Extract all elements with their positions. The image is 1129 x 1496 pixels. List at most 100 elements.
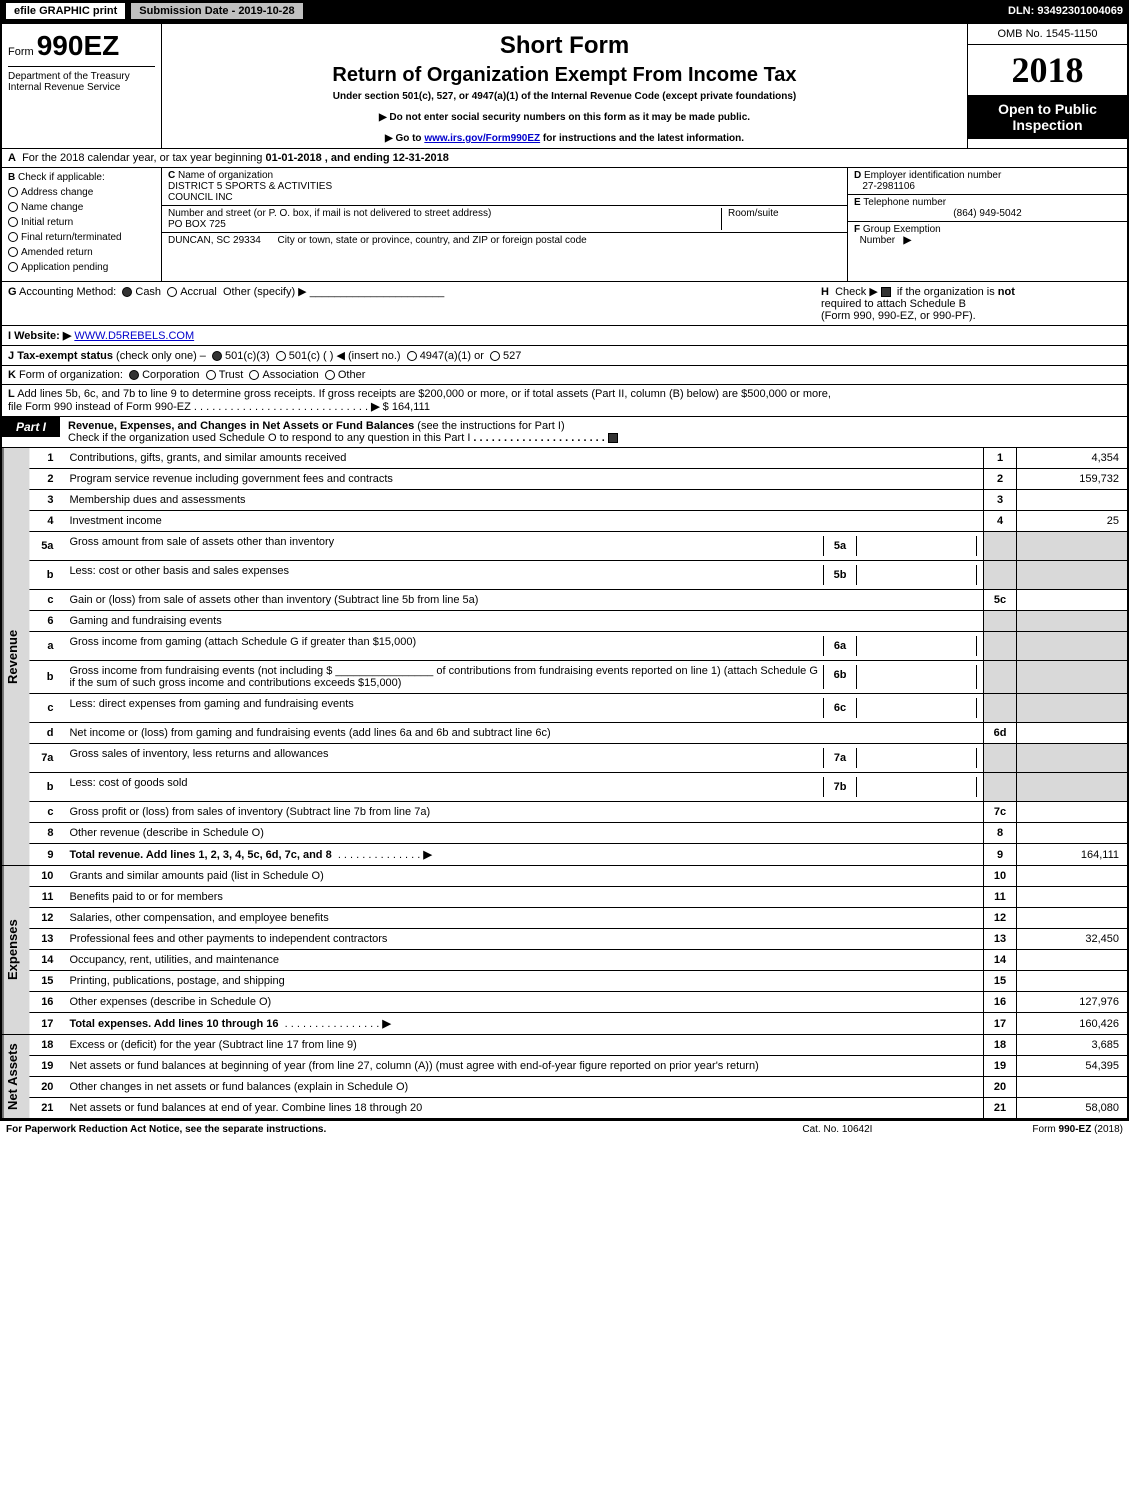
radio-cash[interactable] — [122, 287, 132, 297]
expenses-table: 10Grants and similar amounts paid (list … — [29, 866, 1127, 1034]
line-12: 12Salaries, other compensation, and empl… — [29, 907, 1127, 928]
chk-part1-schedule-o[interactable] — [608, 433, 618, 443]
part1-label: Part I — [2, 417, 60, 437]
g-label: Accounting Method: — [19, 286, 116, 298]
radio-trust[interactable] — [206, 370, 216, 380]
header-left: Form 990EZ Department of the Treasury In… — [2, 24, 162, 148]
line-5c: cGain or (loss) from sale of assets othe… — [29, 589, 1127, 610]
val-10 — [1017, 866, 1127, 886]
form-number: 990EZ — [37, 30, 120, 61]
org-name-1: DISTRICT 5 SPORTS & ACTIVITIES — [168, 181, 332, 192]
val-5c — [1017, 589, 1127, 610]
val-6d — [1017, 722, 1127, 743]
efile-print-label[interactable]: efile GRAPHIC print — [6, 3, 125, 19]
radio-assoc[interactable] — [249, 370, 259, 380]
e-label: Telephone number — [863, 197, 946, 208]
omb-label: OMB No. 1545-1150 — [968, 24, 1127, 45]
radio-501c3[interactable] — [212, 351, 222, 361]
chk-name-change[interactable]: Name change — [8, 202, 155, 213]
footer-catno: Cat. No. 10642I — [802, 1124, 872, 1135]
val-6a — [857, 636, 977, 656]
irs-link[interactable]: www.irs.gov/Form990EZ — [424, 133, 540, 144]
side-netassets: Net Assets — [2, 1035, 29, 1118]
chk-amended-return[interactable]: Amended return — [8, 247, 155, 258]
val-19: 54,395 — [1017, 1055, 1127, 1076]
line-15: 15Printing, publications, postage, and s… — [29, 970, 1127, 991]
submission-date-label[interactable]: Submission Date - 2019-10-28 — [131, 3, 302, 19]
l-amount: $ 164,111 — [383, 401, 430, 413]
line-7c: cGross profit or (loss) from sales of in… — [29, 801, 1127, 822]
chk-h[interactable] — [881, 287, 891, 297]
h-text2: required to attach Schedule B — [821, 298, 966, 310]
val-6b — [857, 665, 977, 689]
b-label: Check if applicable: — [18, 172, 105, 183]
val-7a — [857, 748, 977, 768]
open-line1: Open to Public — [974, 101, 1121, 117]
val-5a — [857, 536, 977, 556]
radio-corp[interactable] — [129, 370, 139, 380]
revenue-table: 1Contributions, gifts, grants, and simil… — [29, 448, 1127, 865]
j-opt2: 501(c) ( ) ◀ (insert no.) — [289, 350, 401, 362]
info-row: B Check if applicable: Address change Na… — [2, 167, 1127, 281]
j-opt3: 4947(a)(1) or — [420, 350, 484, 362]
ein-value: 27-2981106 — [862, 181, 915, 192]
line-3: 3Membership dues and assessments3 — [29, 489, 1127, 510]
val-15 — [1017, 970, 1127, 991]
part1-checkline: Check if the organization used Schedule … — [68, 432, 470, 444]
g-cash: Cash — [135, 286, 161, 298]
open-to-public: Open to Public Inspection — [968, 95, 1127, 139]
val-7b — [857, 777, 977, 797]
line-13: 13Professional fees and other payments t… — [29, 928, 1127, 949]
val-3 — [1017, 489, 1127, 510]
l-text2: file Form 990 instead of Form 990-EZ — [8, 401, 191, 413]
f-label: Group Exemption — [863, 224, 941, 235]
line-a-mid: , and ending — [325, 152, 393, 164]
form-subtitle: Under section 501(c), 527, or 4947(a)(1)… — [170, 91, 959, 102]
k-opt2: Trust — [219, 369, 244, 381]
i-label: Website: ▶ — [14, 330, 71, 342]
page-container: efile GRAPHIC print Submission Date - 20… — [0, 0, 1129, 1138]
header-row: Form 990EZ Department of the Treasury In… — [2, 24, 1127, 148]
section-def: D Employer identification number 27-2981… — [847, 168, 1127, 281]
line-18: 18Excess or (deficit) for the year (Subt… — [29, 1035, 1127, 1055]
room-label: Room/suite — [728, 208, 779, 219]
h-text3: (Form 990, 990-EZ, or 990-PF). — [821, 310, 976, 322]
radio-527[interactable] — [490, 351, 500, 361]
val-12 — [1017, 907, 1127, 928]
org-city: DUNCAN, SC 29334 — [168, 235, 261, 246]
footer-notice: For Paperwork Reduction Act Notice, see … — [6, 1124, 326, 1135]
line-19: 19Net assets or fund balances at beginni… — [29, 1055, 1127, 1076]
h-label: Check ▶ — [835, 286, 878, 298]
val-16: 127,976 — [1017, 991, 1127, 1012]
chk-address-change[interactable]: Address change — [8, 187, 155, 198]
val-7c — [1017, 801, 1127, 822]
line-a-pre: For the 2018 calendar year, or tax year … — [22, 152, 265, 164]
line-8: 8Other revenue (describe in Schedule O)8 — [29, 822, 1127, 843]
val-4: 25 — [1017, 510, 1127, 531]
website-link[interactable]: WWW.D5REBELS.COM — [74, 330, 194, 342]
chk-application-pending[interactable]: Application pending — [8, 262, 155, 273]
c-name-label: Name of organization — [178, 170, 273, 181]
chk-initial-return[interactable]: Initial return — [8, 217, 155, 228]
chk-final-return[interactable]: Final return/terminated — [8, 232, 155, 243]
line-4: 4Investment income425 — [29, 510, 1127, 531]
dept-label: Department of the Treasury — [8, 71, 155, 82]
line-21: 21Net assets or fund balances at end of … — [29, 1097, 1127, 1118]
dln-label: DLN: 93492301004069 — [1008, 5, 1123, 17]
k-opt1: Corporation — [142, 369, 199, 381]
radio-501c[interactable] — [276, 351, 286, 361]
radio-other-org[interactable] — [325, 370, 335, 380]
d-label: Employer identification number — [864, 170, 1001, 181]
addr-label: Number and street (or P. O. box, if mail… — [168, 208, 491, 219]
j-hint: (check only one) – — [116, 350, 206, 362]
f-arrow: ▶ — [903, 235, 911, 246]
val-6c — [857, 698, 977, 718]
short-form-title: Short Form — [170, 32, 959, 60]
line-5a: 5aGross amount from sale of assets other… — [29, 531, 1127, 560]
tax-year: 2018 — [968, 45, 1127, 95]
line-a: A For the 2018 calendar year, or tax yea… — [2, 148, 1127, 167]
line-17: 17Total expenses. Add lines 10 through 1… — [29, 1012, 1127, 1034]
radio-accrual[interactable] — [167, 287, 177, 297]
radio-4947[interactable] — [407, 351, 417, 361]
val-5b — [857, 565, 977, 585]
